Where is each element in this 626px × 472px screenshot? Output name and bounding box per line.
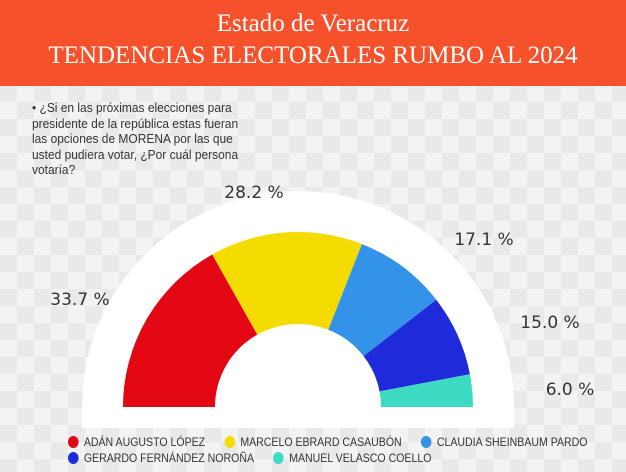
legend-swatch xyxy=(273,452,284,464)
legend-swatch xyxy=(421,436,432,448)
header-title-main: TENDENCIAS ELECTORALES RUMBO AL 2024 xyxy=(48,42,578,69)
legend-item: CLAUDIA SHEINBAUM PARDO xyxy=(421,435,588,449)
header-banner: Estado de Veracruz TENDENCIAS ELECTORALE… xyxy=(0,0,626,86)
legend: ADÁN AUGUSTO LÓPEZ MARCELO EBRARD CASAUB… xyxy=(68,434,588,466)
data-label: 15.0 % xyxy=(520,313,579,333)
legend-item: GERARDO FERNÁNDEZ NOROÑA xyxy=(68,451,254,465)
legend-item: MARCELO EBRARD CASAUBÓN xyxy=(224,435,402,449)
legend-label: ADÁN AUGUSTO LÓPEZ xyxy=(83,435,206,449)
donut-segment xyxy=(363,299,470,392)
data-label: 33.7 % xyxy=(50,290,109,310)
legend-swatch xyxy=(68,452,79,464)
legend-item: ADÁN AUGUSTO LÓPEZ xyxy=(68,435,205,449)
legend-label: CLAUDIA SHEINBAUM PARDO xyxy=(436,435,588,449)
donut-segment xyxy=(328,244,437,357)
data-label: 28.2 % xyxy=(224,183,283,203)
donut-segment xyxy=(212,232,362,335)
donut-segment xyxy=(379,374,473,407)
survey-question: • ¿Si en las próximas elecciones para pr… xyxy=(32,100,239,177)
data-label: 6.0 % xyxy=(546,380,595,400)
donut-segment xyxy=(123,254,258,407)
legend-swatch xyxy=(224,436,236,448)
data-label: 17.1 % xyxy=(454,230,513,250)
legend-label: MARCELO EBRARD CASAUBÓN xyxy=(240,435,402,449)
legend-swatch xyxy=(68,436,79,448)
legend-label: GERARDO FERNÁNDEZ NOROÑA xyxy=(83,451,254,465)
header-title-state: Estado de Veracruz xyxy=(216,10,410,37)
legend-item: MANUEL VELASCO COELLO xyxy=(273,451,431,465)
legend-label: MANUEL VELASCO COELLO xyxy=(289,451,432,465)
